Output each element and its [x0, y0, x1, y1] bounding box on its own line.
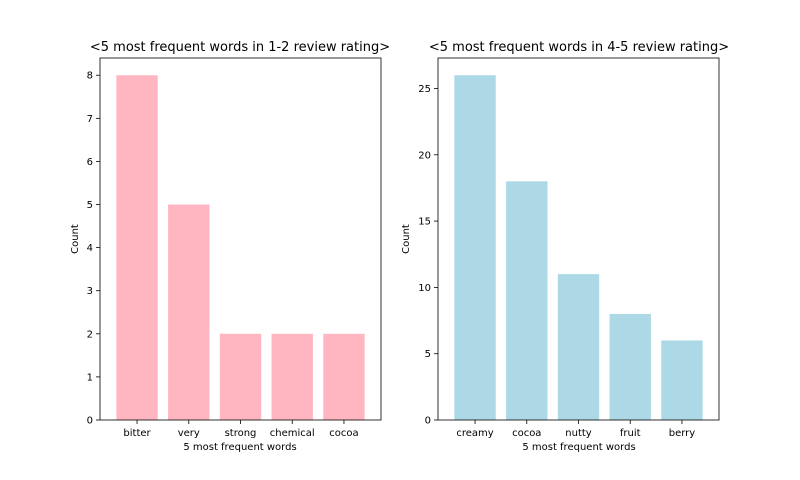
y-tick-label: 1 — [87, 372, 93, 383]
y-tick-label: 15 — [418, 217, 431, 228]
x-tick-label: fruit — [620, 428, 641, 439]
x-tick-label: strong — [225, 428, 257, 439]
y-tick-label: 2 — [87, 329, 93, 340]
bar-creamy — [454, 75, 496, 420]
y-tick-label: 8 — [87, 71, 93, 82]
bar-cocoa — [323, 333, 365, 420]
bars — [116, 75, 365, 420]
y-tick-label: 4 — [87, 243, 93, 254]
bar-berry — [661, 340, 703, 420]
bar-fruit — [609, 313, 651, 420]
x-tick-label: bitter — [123, 428, 151, 439]
bar-cocoa — [506, 181, 548, 420]
x-tick-label: chemical — [270, 428, 315, 439]
y-tick-label: 3 — [87, 286, 93, 297]
x-tick-label: cocoa — [512, 428, 541, 439]
bar-bitter — [116, 75, 158, 420]
x-tick-label: nutty — [565, 428, 592, 439]
y-axis-label: Count — [70, 224, 81, 254]
chart-title: <5 most frequent words in 4-5 review rat… — [429, 40, 729, 55]
y-tick-label: 25 — [418, 84, 431, 95]
chart-high-ratings: <5 most frequent words in 4-5 review rat… — [401, 40, 729, 453]
bars — [454, 75, 703, 420]
y-tick-label: 5 — [425, 349, 431, 360]
y-tick-label: 20 — [418, 150, 431, 161]
x-axis-label: 5 most frequent words — [522, 442, 635, 453]
x-tick-label: very — [178, 428, 200, 439]
chart-low-ratings: <5 most frequent words in 1-2 review rat… — [70, 40, 390, 453]
chart-title: <5 most frequent words in 1-2 review rat… — [90, 40, 390, 55]
y-tick-label: 10 — [418, 283, 431, 294]
bar-very — [168, 204, 210, 420]
x-tick-label: creamy — [456, 428, 493, 439]
y-tick-label: 0 — [87, 416, 93, 427]
bar-chemical — [271, 333, 313, 420]
y-tick-label: 6 — [87, 157, 93, 168]
y-tick-label: 7 — [87, 114, 93, 125]
x-tick-label: berry — [669, 428, 696, 439]
x-axis-label: 5 most frequent words — [183, 442, 296, 453]
y-tick-label: 0 — [425, 416, 431, 427]
x-tick-label: cocoa — [329, 428, 358, 439]
y-axis-label: Count — [401, 224, 412, 254]
bar-strong — [219, 333, 262, 420]
y-tick-label: 5 — [87, 200, 93, 211]
bar-nutty — [557, 274, 600, 420]
